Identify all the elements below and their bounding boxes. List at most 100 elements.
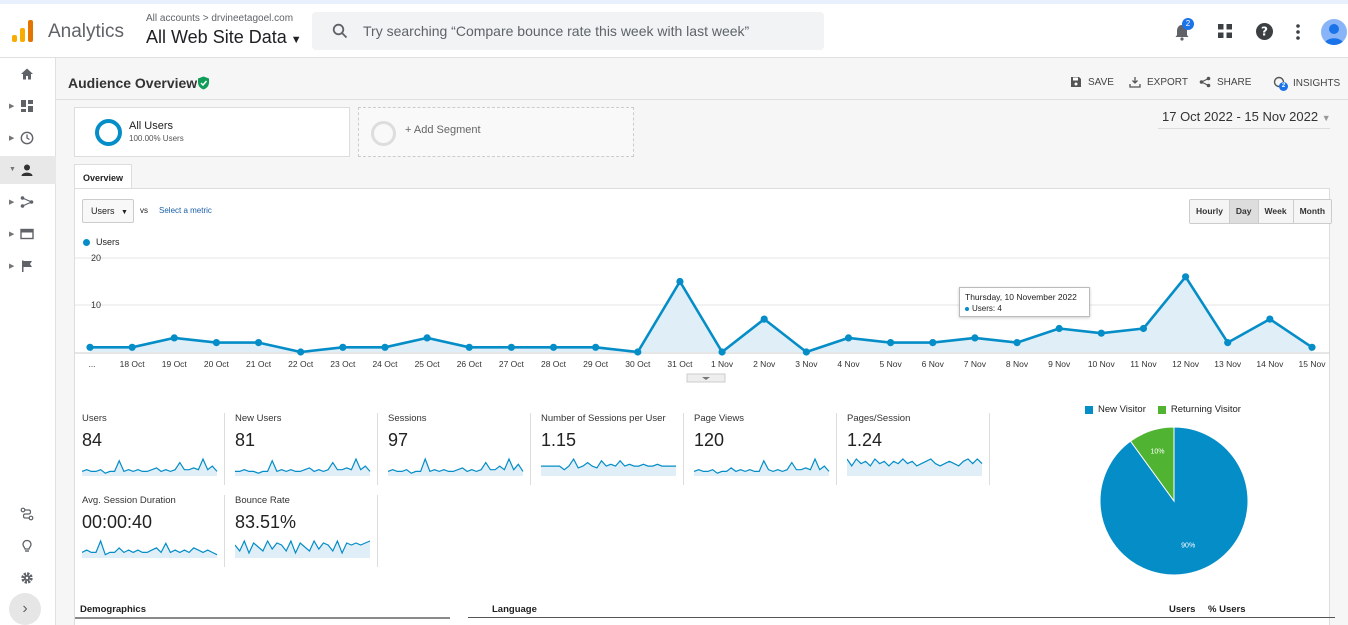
pct-users-column-header: % Users xyxy=(1208,604,1246,615)
caret-down-icon: ▼ xyxy=(290,34,302,46)
data-point[interactable] xyxy=(1181,273,1190,281)
visitor-pie-chart[interactable]: 90% 10% xyxy=(1099,426,1249,576)
tooltip-dot-icon xyxy=(965,307,969,311)
data-point[interactable] xyxy=(1097,329,1105,337)
data-point[interactable] xyxy=(339,343,347,351)
property-selector[interactable]: All Web Site Data ▼ xyxy=(146,27,302,48)
data-point[interactable] xyxy=(929,339,937,347)
date-range-label: 17 Oct 2022 - 15 Nov 2022 xyxy=(1162,109,1319,124)
data-point[interactable] xyxy=(297,348,305,356)
pie-legend-new[interactable]: New Visitor xyxy=(1085,404,1146,415)
data-point[interactable] xyxy=(170,334,178,342)
data-point[interactable] xyxy=(802,348,810,356)
data-point[interactable] xyxy=(1266,315,1274,323)
data-point[interactable] xyxy=(549,343,558,351)
sidebar-item-attribution[interactable] xyxy=(0,500,56,528)
data-point[interactable] xyxy=(592,343,600,351)
legend-swatch-icon xyxy=(1085,405,1093,414)
data-point[interactable] xyxy=(844,334,853,342)
metric-card[interactable]: Users 84 xyxy=(75,413,225,485)
language-heading[interactable]: Language xyxy=(492,604,537,615)
data-point[interactable] xyxy=(507,343,515,351)
granularity-month[interactable]: Month xyxy=(1292,200,1332,223)
data-point[interactable] xyxy=(254,339,263,347)
metric-value: 120 xyxy=(694,430,725,450)
data-point[interactable] xyxy=(1055,324,1063,333)
data-point[interactable] xyxy=(1139,324,1148,333)
account-breadcrumb[interactable]: All accounts > drvineetagoel.com xyxy=(146,13,294,24)
chart-resize-handle[interactable] xyxy=(686,373,726,383)
metric-card[interactable]: Avg. Session Duration 00:00:40 xyxy=(75,495,225,567)
data-point[interactable] xyxy=(212,339,221,347)
data-point[interactable] xyxy=(128,343,136,351)
sidebar-item-customization[interactable]: ▶ xyxy=(0,92,56,120)
expand-sidebar-button[interactable]: › xyxy=(9,593,41,625)
legend-new-label: New Visitor xyxy=(1098,404,1146,415)
series-line-users xyxy=(90,275,1313,354)
notifications-bell-icon[interactable]: 2 xyxy=(1172,18,1194,42)
search-box[interactable]: Try searching “Compare bounce rate this … xyxy=(312,12,824,50)
insights-button[interactable]: 2 INSIGHTS xyxy=(1273,76,1341,91)
sidebar-item-discover[interactable] xyxy=(0,532,56,560)
sidebar-item-home[interactable] xyxy=(0,60,56,88)
data-point[interactable] xyxy=(1013,339,1021,347)
data-point[interactable] xyxy=(760,315,768,323)
data-point[interactable] xyxy=(381,343,389,351)
more-vert-icon[interactable] xyxy=(1292,22,1312,42)
data-point[interactable] xyxy=(634,348,642,356)
metric-card[interactable]: Sessions 97 xyxy=(381,413,531,485)
sidebar-item-acquisition[interactable]: ▶ xyxy=(0,188,56,216)
help-icon[interactable]: ? xyxy=(1255,22,1275,42)
pie-slice[interactable] xyxy=(1129,426,1175,503)
export-button[interactable]: EXPORT xyxy=(1129,76,1188,88)
data-point[interactable] xyxy=(971,334,979,342)
save-button[interactable]: SAVE xyxy=(1070,76,1114,88)
search-icon xyxy=(332,23,348,39)
granularity-hourly[interactable]: Hourly xyxy=(1190,200,1229,223)
analytics-logo-icon[interactable] xyxy=(12,20,34,42)
sidebar-item-behavior[interactable]: ▶ xyxy=(0,220,56,248)
metric-card[interactable]: Number of Sessions per User 1.15 xyxy=(534,413,684,485)
x-tick-label: 5 Nov xyxy=(880,359,903,369)
sidebar-item-admin[interactable] xyxy=(0,564,56,592)
metric-select[interactable]: Users ▼ xyxy=(82,199,134,223)
data-point[interactable] xyxy=(465,343,473,351)
granularity-toggle: Hourly Day Week Month xyxy=(1189,199,1333,224)
home-icon xyxy=(21,68,33,80)
data-point[interactable] xyxy=(423,334,431,342)
pie-legend-returning[interactable]: Returning Visitor xyxy=(1157,404,1241,415)
data-point[interactable] xyxy=(887,339,895,347)
sidebar-item-audience[interactable]: ▼ xyxy=(0,156,56,184)
data-point[interactable] xyxy=(1308,343,1316,351)
granularity-day[interactable]: Day xyxy=(1228,200,1258,223)
granularity-week[interactable]: Week xyxy=(1257,200,1293,223)
data-point[interactable] xyxy=(718,348,726,356)
share-button[interactable]: SHARE xyxy=(1199,76,1251,88)
metric-card[interactable]: Pages/Session 1.24 xyxy=(840,413,990,485)
metric-value: 00:00:40 xyxy=(82,512,153,532)
y-tick-label: 20 xyxy=(91,253,101,263)
metric-card[interactable]: Bounce Rate 83.51% xyxy=(228,495,378,567)
sidebar-item-realtime[interactable]: ▶ xyxy=(0,124,56,152)
select-metric-link[interactable]: Select a metric xyxy=(159,206,212,215)
segment-all-users[interactable]: All Users 100.00% Users xyxy=(74,107,350,157)
metric-card[interactable]: New Users 81 xyxy=(228,413,378,485)
metric-value: 97 xyxy=(388,430,409,450)
data-point[interactable] xyxy=(86,343,94,351)
add-segment-button[interactable]: + Add Segment xyxy=(358,107,634,157)
metric-card[interactable]: Page Views 120 xyxy=(687,413,837,485)
share-icon xyxy=(1199,76,1211,88)
apps-grid-icon[interactable] xyxy=(1216,22,1236,42)
account-avatar[interactable] xyxy=(1321,19,1347,45)
sidebar-item-conversions[interactable]: ▶ xyxy=(0,252,56,280)
x-tick-label: 22 Oct xyxy=(288,359,314,369)
save-label: SAVE xyxy=(1088,76,1114,88)
tab-overview[interactable]: Overview xyxy=(74,164,132,189)
report-main: Audience Overview SAVE EXPORT SHARE 2 IN… xyxy=(56,58,1348,625)
insights-label: INSIGHTS xyxy=(1293,77,1341,89)
data-point[interactable] xyxy=(1224,339,1232,347)
data-point[interactable] xyxy=(676,277,684,286)
divider xyxy=(468,617,1335,618)
users-line-chart[interactable]: 20 10... 18 Oct 19 Oct 20 Oct 21 Oct 22 Oct 23 … xyxy=(75,251,1329,385)
date-range-picker[interactable]: 17 Oct 2022 - 15 Nov 2022 ▼ xyxy=(1162,109,1331,124)
